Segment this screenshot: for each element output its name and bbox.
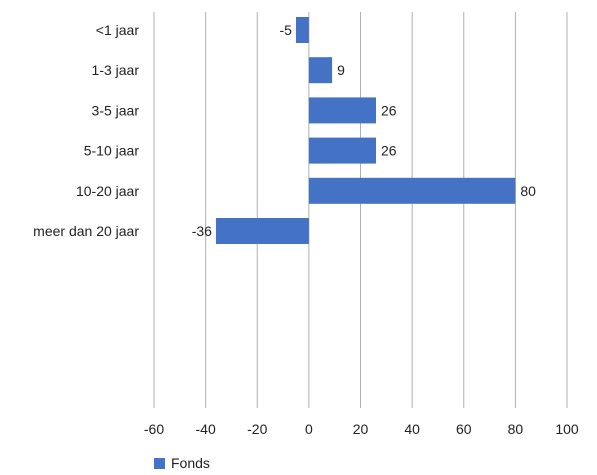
x-tick-label: 0 <box>305 421 313 437</box>
data-label: 26 <box>381 143 397 159</box>
data-label: 9 <box>337 62 345 78</box>
data-label: 80 <box>520 183 536 199</box>
legend-label: Fonds <box>171 455 210 471</box>
data-label: -5 <box>280 22 293 38</box>
gridlines <box>153 12 568 408</box>
data-labels: -5 9 26 26 80 -36 <box>192 22 536 239</box>
x-tick-label: -20 <box>247 421 267 437</box>
bar <box>308 137 376 164</box>
data-label: 26 <box>381 102 397 118</box>
category-label: 10-20 jaar <box>76 183 139 199</box>
bar <box>215 218 309 244</box>
category-labels: <1 jaar 1-3 jaar 3-5 jaar 5-10 jaar 10-20 ja… <box>33 22 139 239</box>
bar <box>308 177 516 204</box>
x-tick-label: 60 <box>456 421 472 437</box>
x-tick-label: -40 <box>196 421 216 437</box>
x-tick-label: 80 <box>508 421 524 437</box>
x-tick-label: 40 <box>404 421 420 437</box>
category-label: meer dan 20 jaar <box>33 223 139 239</box>
bar <box>295 17 309 43</box>
legend: Fonds <box>154 455 210 471</box>
legend-swatch <box>154 457 165 469</box>
bars <box>215 17 516 244</box>
bar <box>308 57 333 84</box>
x-tick-label: 20 <box>353 421 369 437</box>
x-tick-label: -60 <box>144 421 164 437</box>
data-label: -36 <box>192 223 212 239</box>
category-label: 1-3 jaar <box>92 62 140 78</box>
x-tick-label: 100 <box>555 421 579 437</box>
category-label: <1 jaar <box>96 22 140 38</box>
category-label: 5-10 jaar <box>84 143 140 159</box>
x-axis-ticks: -60 -40 -20 0 20 40 60 80 100 <box>144 421 579 437</box>
bar <box>308 97 376 124</box>
category-label: 3-5 jaar <box>92 102 140 118</box>
